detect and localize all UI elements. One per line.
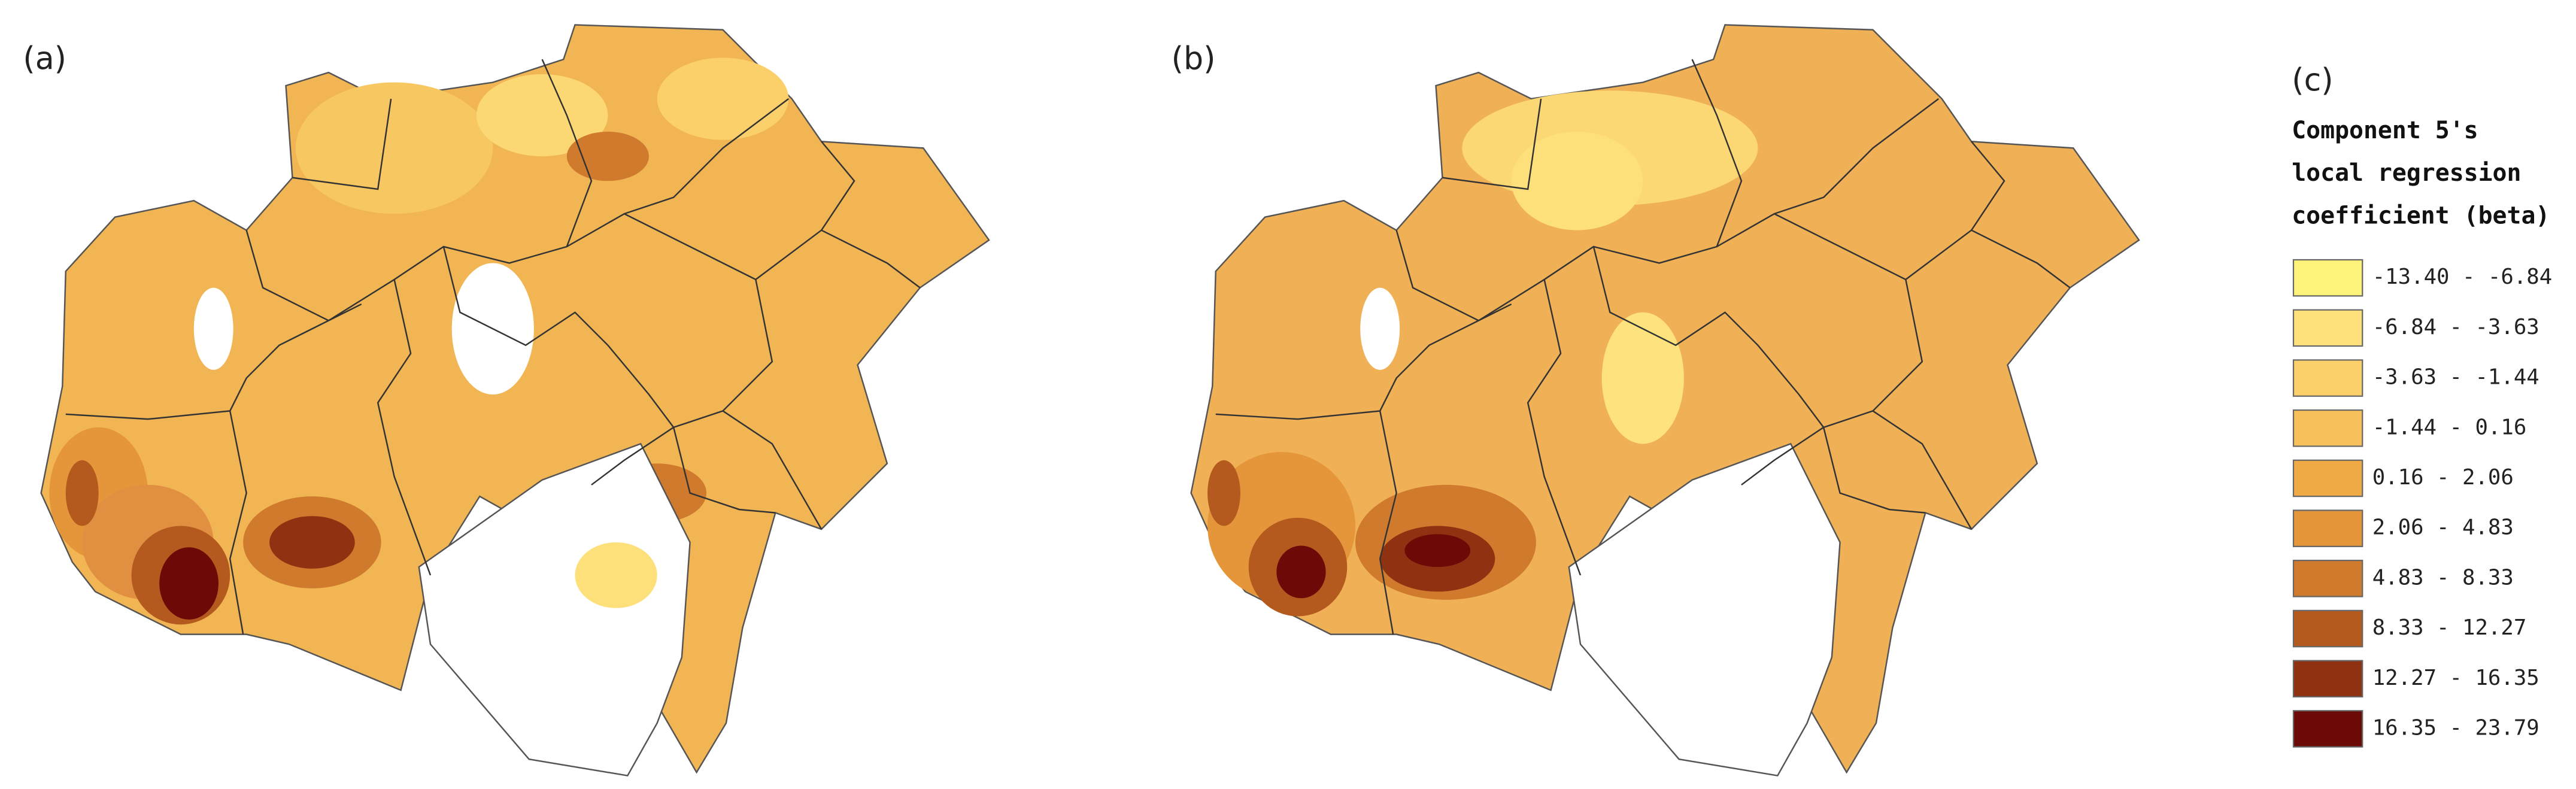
map-a xyxy=(40,24,990,777)
legend-swatch xyxy=(2292,259,2363,297)
legend-swatch xyxy=(2292,359,2363,397)
legend-label: -3.63 - -1.44 xyxy=(2372,365,2539,390)
legend-swatch xyxy=(2292,409,2363,447)
legend-swatch xyxy=(2292,609,2363,648)
legend-title: Component 5's xyxy=(2292,117,2478,144)
legend-label: 4.83 - 8.33 xyxy=(2372,565,2514,590)
legend-swatch xyxy=(2292,660,2363,698)
legend-label: 8.33 - 12.27 xyxy=(2372,615,2527,640)
legend-label: -13.40 - -6.84 xyxy=(2372,265,2553,289)
panel-label: (c) xyxy=(2292,62,2333,98)
legend-swatch xyxy=(2292,509,2363,547)
panel-label: (b) xyxy=(1172,41,1216,77)
legend-swatch xyxy=(2292,459,2363,497)
legend-label: -1.44 - 0.16 xyxy=(2372,415,2527,439)
legend-label: 12.27 - 16.35 xyxy=(2372,666,2539,690)
legend-swatch xyxy=(2292,710,2363,748)
legend-title: coefficient (beta) xyxy=(2292,202,2550,230)
map-b xyxy=(1190,24,2140,777)
legend-title: local regression xyxy=(2292,159,2521,187)
legend-label: -6.84 - -3.63 xyxy=(2372,315,2539,339)
legend-label: 16.35 - 23.79 xyxy=(2372,715,2539,740)
legend-label: 2.06 - 4.83 xyxy=(2372,515,2514,540)
panel-label: (a) xyxy=(23,41,66,77)
legend-swatch xyxy=(2292,560,2363,597)
legend: (c) Component 5's local regression coeffic… xyxy=(2292,62,2553,748)
legend-swatch xyxy=(2292,309,2363,347)
legend-label: 0.16 - 2.06 xyxy=(2372,465,2514,490)
